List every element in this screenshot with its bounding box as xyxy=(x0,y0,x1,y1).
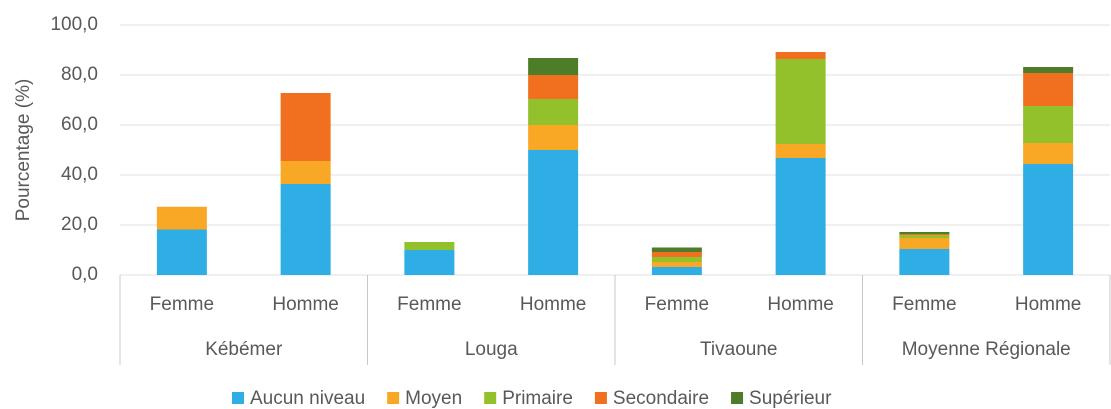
x-tick-label: Femme xyxy=(645,294,709,315)
legend-label: Primaire xyxy=(502,388,573,409)
y-tick-label: 0,0 xyxy=(72,264,98,285)
legend-swatch xyxy=(731,392,744,404)
legend-label: Secondaire xyxy=(613,388,709,409)
group-label: Moyenne Régionale xyxy=(902,339,1071,360)
legend-label: Moyen xyxy=(405,388,462,409)
bar-segment xyxy=(899,234,950,235)
group-label: Louga xyxy=(465,339,518,360)
bar-segment xyxy=(651,252,702,257)
y-tick-label: 40,0 xyxy=(61,164,98,185)
bar-segment xyxy=(899,232,950,234)
bar-segment xyxy=(775,52,826,59)
bar-segment xyxy=(404,242,455,250)
y-tick-label: 80,0 xyxy=(61,64,98,85)
x-tick-label: Homme xyxy=(767,294,834,315)
bar-segment xyxy=(899,249,950,275)
legend-swatch xyxy=(594,392,607,404)
bar-segment xyxy=(899,235,950,238)
y-tick-label: 20,0 xyxy=(61,214,98,235)
bar-segment xyxy=(528,99,579,125)
bar-segment xyxy=(280,161,331,184)
bar-segment xyxy=(1023,143,1074,164)
x-tick-label: Homme xyxy=(520,294,587,315)
x-tick-label: Femme xyxy=(892,294,956,315)
bar-segment xyxy=(528,150,579,275)
x-tick-label: Homme xyxy=(1015,294,1082,315)
bar-segment xyxy=(1023,73,1074,106)
bar-segment xyxy=(156,229,207,275)
bar-segment xyxy=(651,267,702,275)
bar-segment xyxy=(1023,164,1074,275)
bar-segment xyxy=(775,59,826,144)
bar-segment xyxy=(404,250,455,275)
bar-segment xyxy=(528,75,579,99)
x-tick-label: Homme xyxy=(272,294,339,315)
bar-segment xyxy=(156,206,207,230)
legend-swatch xyxy=(484,392,497,404)
bar-segment xyxy=(528,58,579,75)
bar-segment xyxy=(651,262,702,267)
bar-segment xyxy=(280,93,331,161)
bar-segment xyxy=(528,125,579,150)
bar-segment xyxy=(651,247,702,252)
bar-segment xyxy=(1023,106,1074,143)
x-tick-label: Femme xyxy=(397,294,461,315)
y-tick-label: 100,0 xyxy=(50,14,98,35)
legend-label: Aucun niveau xyxy=(250,388,365,409)
bar-segment xyxy=(899,238,950,249)
legend-swatch xyxy=(387,392,400,404)
group-label: Tivaoune xyxy=(700,339,777,360)
bar-segment xyxy=(651,257,702,262)
bar-segment xyxy=(775,158,826,275)
y-axis-label: Pourcentage (%) xyxy=(13,79,34,222)
group-label: Kébémer xyxy=(205,339,283,360)
legend-swatch xyxy=(232,392,244,404)
legend-label: Supérieur xyxy=(749,388,832,409)
bar-segment xyxy=(775,144,826,158)
x-tick-label: Femme xyxy=(150,294,214,315)
y-tick-label: 60,0 xyxy=(61,114,98,135)
bar-segment xyxy=(1023,67,1074,73)
bar-segment xyxy=(280,184,331,275)
